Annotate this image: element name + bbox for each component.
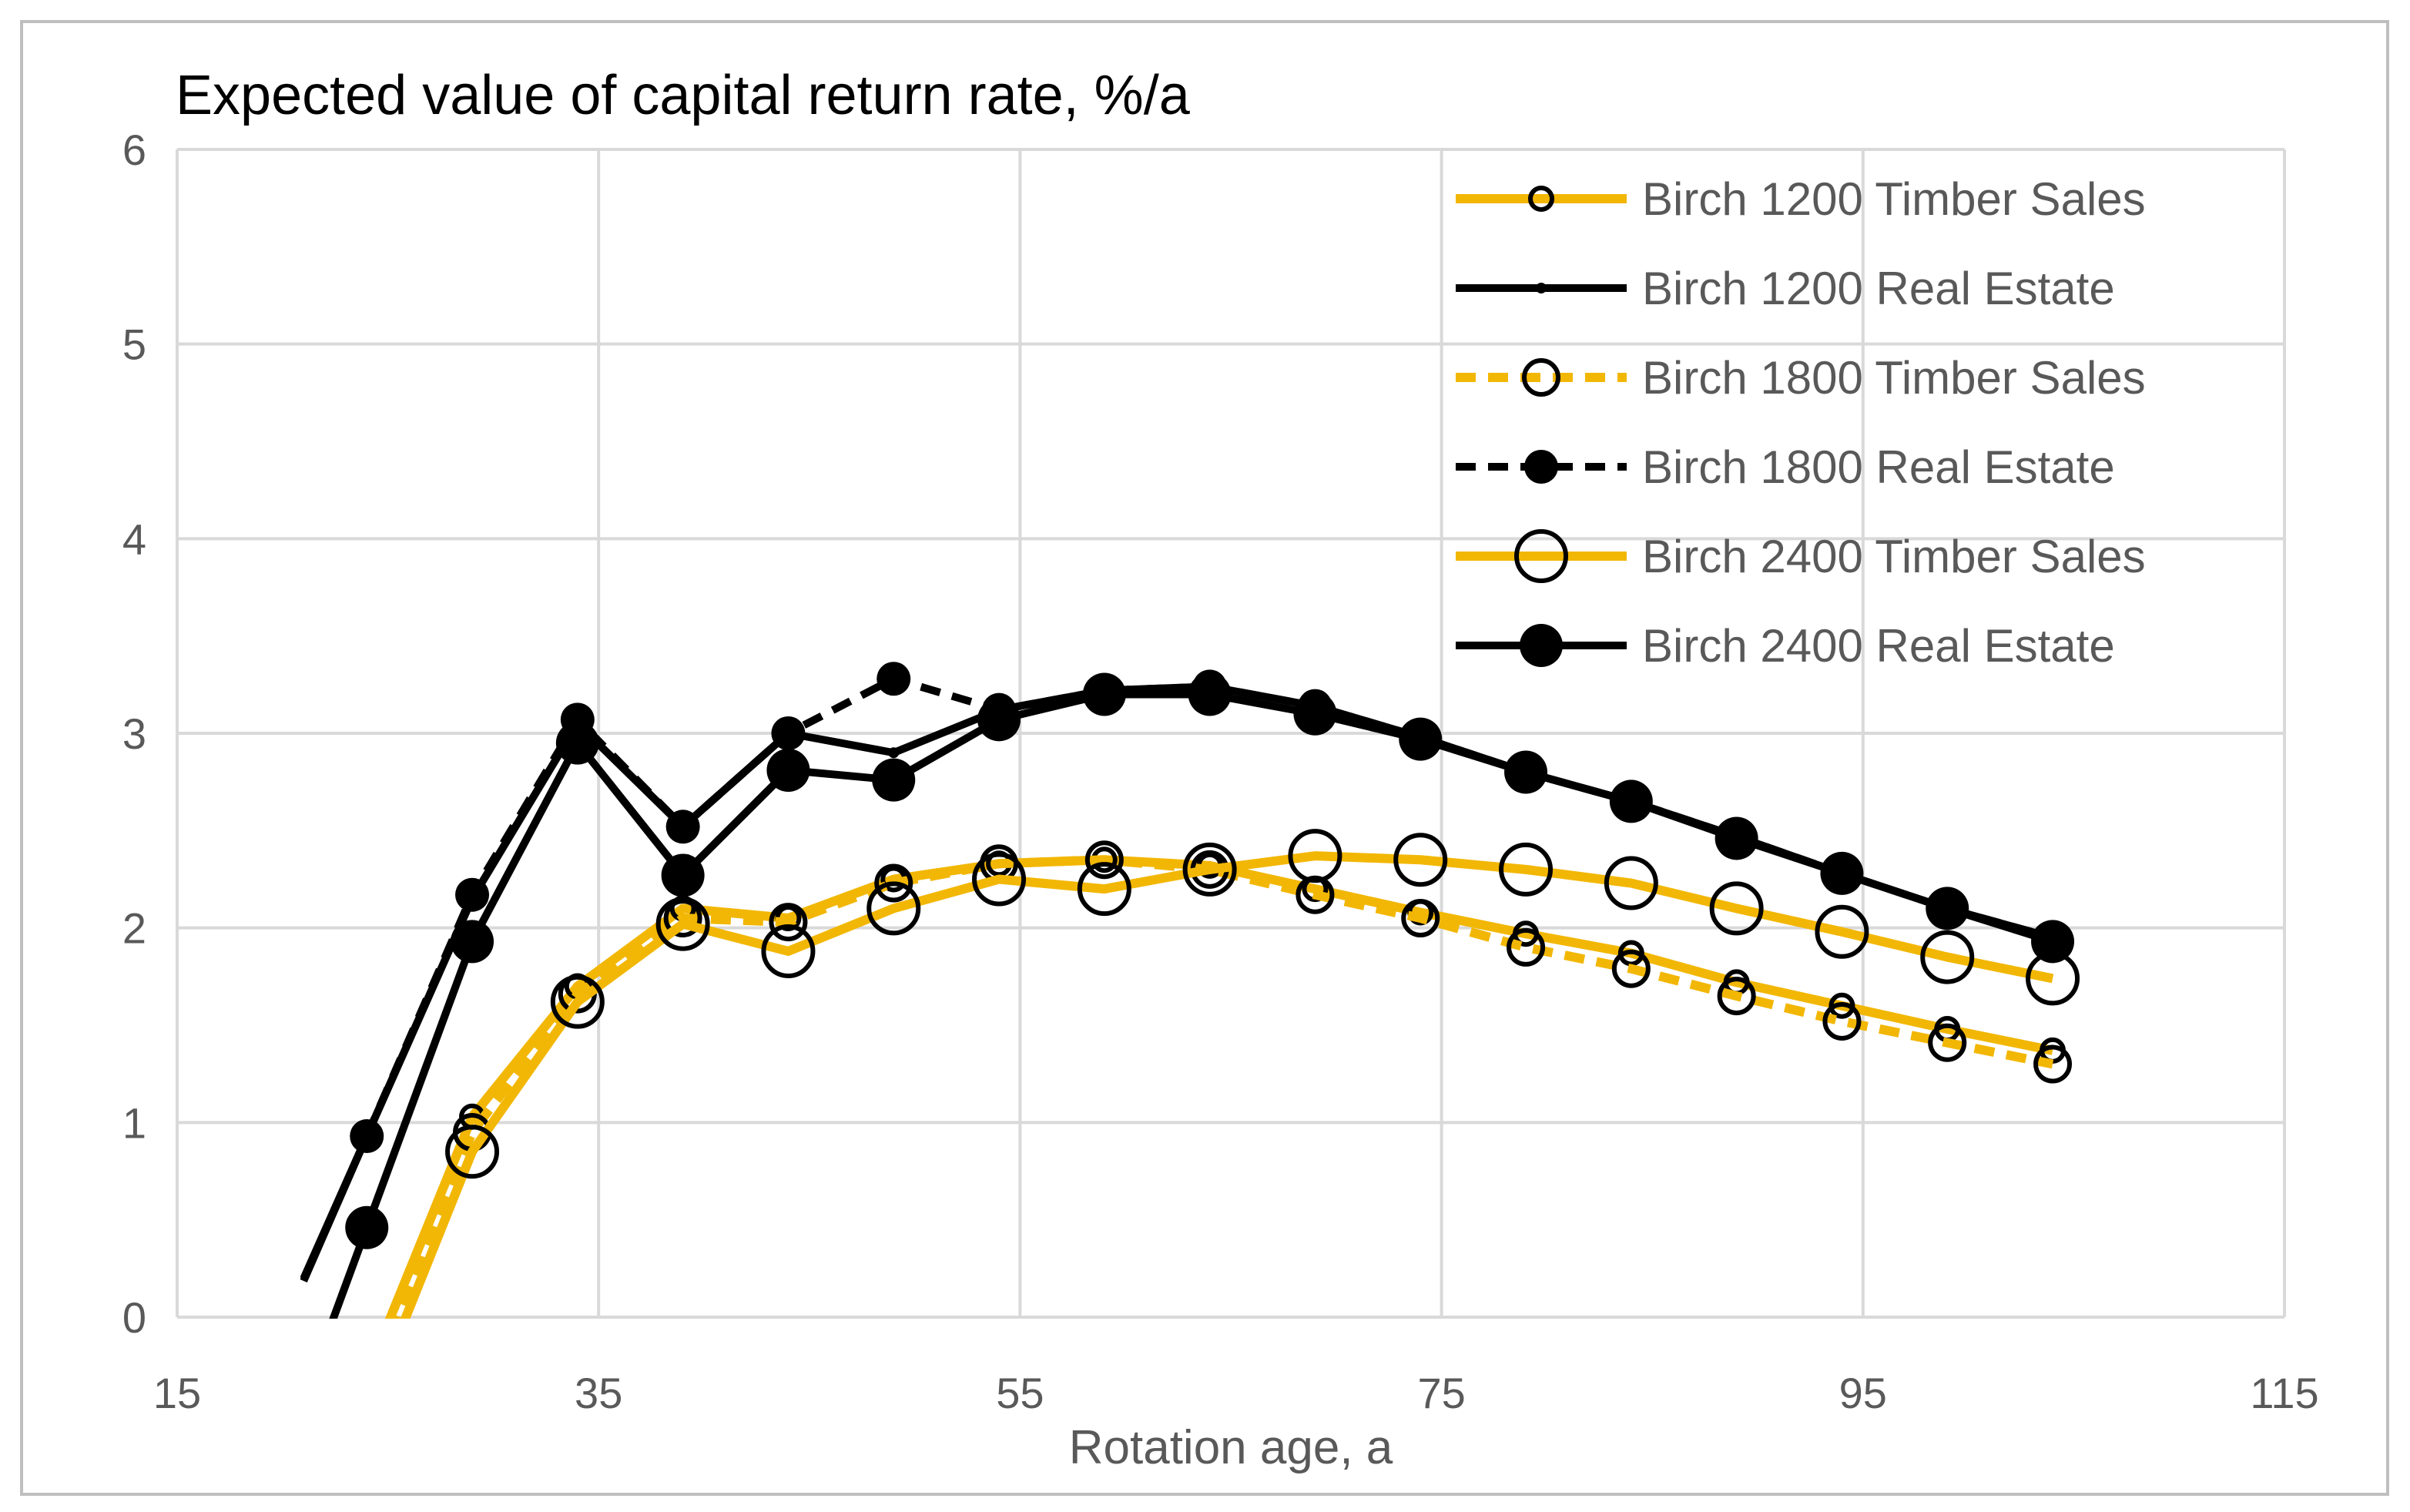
y-tick-label: 2 <box>122 904 146 953</box>
data-point <box>977 698 1021 742</box>
data-point <box>550 974 605 1029</box>
data-point <box>874 863 913 903</box>
data-point <box>1611 949 1651 988</box>
legend-label: Birch 1200 Timber Sales <box>1642 173 2146 225</box>
series-birch-1800-timber-sales <box>392 840 2073 1319</box>
data-point <box>1815 904 1869 959</box>
y-tick-label: 1 <box>122 1098 146 1147</box>
data-point <box>1393 833 1448 887</box>
data-point <box>877 662 911 696</box>
legend-item: Birch 1200 Timber Sales <box>1456 173 2146 225</box>
x-axis-label: Rotation age, a <box>1069 1421 1393 1474</box>
series-line-extension <box>329 1226 370 1319</box>
legend-marker <box>1522 358 1560 397</box>
data-point <box>1507 927 1546 967</box>
data-point <box>1926 887 1969 930</box>
data-point <box>872 758 916 802</box>
legend-item: Birch 2400 Real Estate <box>1456 620 2115 672</box>
x-tick-label: 115 <box>2250 1369 2318 1417</box>
y-tick-label: 4 <box>122 515 146 563</box>
legend-marker <box>1520 624 1563 667</box>
data-point <box>766 749 810 793</box>
y-tick-label: 0 <box>122 1293 146 1342</box>
legend-marker <box>1536 283 1547 293</box>
x-tick-label: 55 <box>996 1369 1044 1417</box>
data-point <box>350 1119 384 1154</box>
legend-label: Birch 2400 Real Estate <box>1642 620 2115 672</box>
data-point <box>2026 951 2080 1006</box>
data-point <box>888 747 900 759</box>
data-point <box>1499 842 1554 897</box>
data-point <box>455 877 490 912</box>
data-point <box>2033 1044 2073 1084</box>
series-group <box>300 662 2080 1319</box>
y-tick-label: 3 <box>122 709 146 758</box>
series-birch-2400-timber-sales <box>400 829 2080 1319</box>
x-tick-label: 35 <box>575 1369 622 1417</box>
data-point <box>451 920 494 964</box>
series-line <box>400 851 2054 1319</box>
data-point <box>1082 672 1126 716</box>
legend-item: Birch 1800 Timber Sales <box>1456 352 2146 404</box>
legend-item: Birch 1800 Real Estate <box>1456 441 2115 493</box>
legend-label: Birch 1800 Real Estate <box>1642 441 2115 493</box>
gridlines <box>176 148 2286 1319</box>
chart-title: Expected value of capital return rate, %… <box>176 65 1191 126</box>
data-point <box>1714 816 1758 860</box>
data-point <box>655 897 710 951</box>
data-point <box>866 881 921 936</box>
data-point <box>1504 750 1548 794</box>
data-point <box>1182 842 1237 897</box>
data-point <box>445 1125 500 1179</box>
data-point <box>661 853 705 897</box>
data-point <box>1604 856 1658 910</box>
tick-labels: 0 1 2 3 4 5 6 15 35 55 75 95 115 <box>122 126 2319 1417</box>
legend-marker <box>1528 186 1554 212</box>
data-point <box>761 924 816 978</box>
series-line <box>392 855 2054 1319</box>
legend-item: Birch 2400 Timber Sales <box>1456 529 2146 583</box>
data-point <box>1401 899 1440 938</box>
data-point <box>555 721 599 765</box>
data-point <box>1288 829 1342 883</box>
data-point <box>1084 840 1124 880</box>
legend-label: Birch 1200 Real Estate <box>1642 263 2115 314</box>
legend: Birch 1200 Timber Sales Birch 1200 Real E… <box>1456 173 2146 672</box>
legend-item: Birch 1200 Real Estate <box>1456 263 2115 314</box>
data-point <box>1820 851 1864 895</box>
legend-label: Birch 2400 Timber Sales <box>1642 531 2146 582</box>
data-point <box>769 903 808 942</box>
data-point <box>972 852 1027 907</box>
series-birch-2400-real-estate <box>329 672 2075 1319</box>
data-point <box>1296 875 1335 914</box>
data-point <box>345 1205 389 1249</box>
series-line-extension <box>300 1135 370 1283</box>
data-point <box>1188 672 1232 716</box>
data-point <box>1293 692 1337 736</box>
data-point <box>1717 977 1756 1016</box>
y-tick-label: 6 <box>122 126 146 174</box>
data-point <box>1399 717 1443 761</box>
legend-label: Birch 1800 Timber Sales <box>1642 352 2146 404</box>
data-point <box>665 810 700 844</box>
data-point <box>1709 881 1764 936</box>
x-tick-label: 15 <box>153 1369 201 1417</box>
chart-border <box>20 20 2389 1496</box>
data-point <box>1822 1001 1862 1041</box>
data-point <box>1928 1023 1967 1062</box>
data-point <box>1920 930 1975 984</box>
y-tick-label: 5 <box>122 320 146 369</box>
data-point <box>2031 920 2075 964</box>
data-point <box>1077 862 1131 917</box>
data-point <box>1609 779 1653 823</box>
x-tick-label: 75 <box>1417 1369 1465 1417</box>
x-tick-label: 95 <box>1839 1369 1887 1417</box>
data-point <box>771 716 806 750</box>
legend-marker <box>1524 450 1558 484</box>
legend-marker <box>1514 529 1568 583</box>
